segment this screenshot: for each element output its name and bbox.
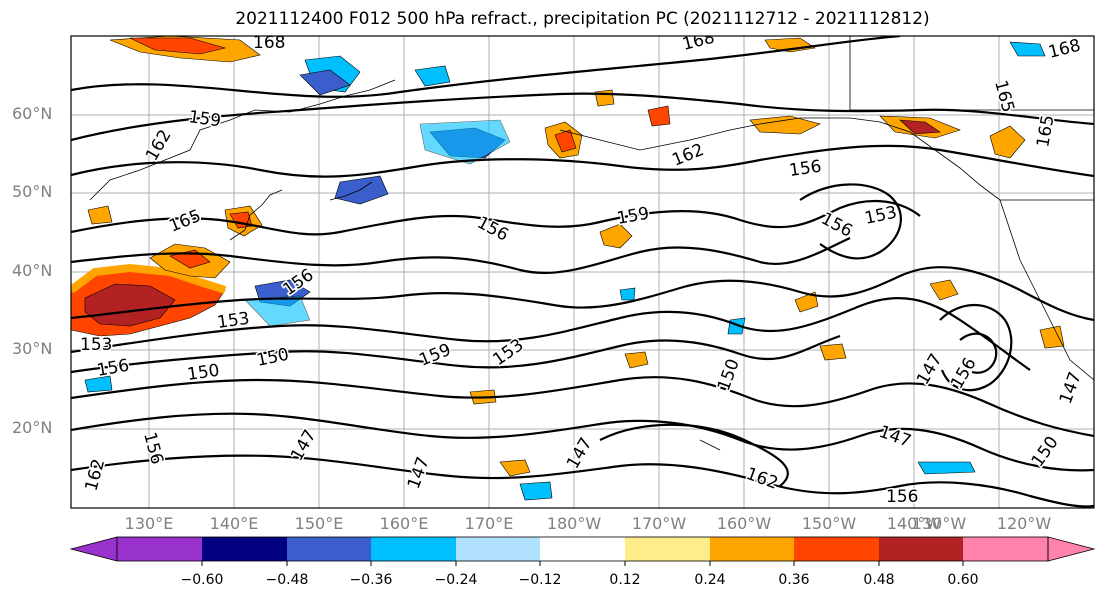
colorbar-segment — [202, 537, 287, 561]
colorbar-segment — [794, 537, 879, 561]
colorbar-tick-label: 0.60 — [947, 572, 979, 588]
colorbar-tick-label: 0.12 — [609, 572, 641, 588]
contour-label: 168 — [253, 33, 285, 53]
lon-label: 140°W — [886, 514, 942, 533]
colorbar-tick-label: 0.24 — [694, 572, 726, 588]
colorbar-tick-label: −0.48 — [265, 572, 309, 588]
lon-label: 140°E — [209, 514, 259, 533]
colorbar-segment — [456, 537, 540, 561]
colorbar-segment — [287, 537, 371, 561]
precip-positive-shading — [71, 36, 1065, 477]
colorbar-low-extension — [69, 536, 118, 562]
lon-label: 160°E — [379, 514, 429, 533]
colorbar-segment — [963, 537, 1048, 561]
contour-label: 156 — [886, 487, 918, 507]
lat-label-40n: 40°N — [12, 261, 53, 280]
colorbar-tick-label: −0.60 — [180, 572, 224, 588]
lon-label: 130°W — [911, 514, 967, 533]
lon-label: 180°W — [546, 514, 602, 533]
colorbar-segment — [625, 537, 710, 561]
colorbar-segment — [879, 537, 963, 561]
lon-label: 170°E — [464, 514, 514, 533]
contour-label: 150 — [186, 361, 221, 385]
colorbar-tick-label: 0.36 — [778, 572, 810, 588]
lon-label: 150°W — [801, 514, 857, 533]
colorbar-tick-label: −0.24 — [434, 572, 478, 588]
lon-label: 160°W — [716, 514, 772, 533]
lat-label-60n: 60°N — [12, 104, 53, 123]
colorbar-high-extension — [1047, 536, 1096, 562]
lat-label-30n: 30°N — [12, 339, 53, 358]
lon-label: 120°W — [996, 514, 1052, 533]
lat-label-20n: 20°N — [12, 418, 53, 437]
lon-label: 130°E — [124, 514, 174, 533]
colorbar-segment — [371, 537, 456, 561]
colorbar-segment — [710, 537, 794, 561]
colorbar-tick-label: 0.48 — [863, 572, 895, 588]
lat-label-50n: 50°N — [12, 182, 53, 201]
colorbar-segment — [540, 537, 625, 561]
colorbar-tick-label: −0.12 — [518, 572, 562, 588]
refractivity-contours — [71, 36, 1094, 508]
lon-label: 150°E — [294, 514, 344, 533]
contour-label: 153 — [80, 335, 112, 355]
map-frame — [70, 35, 1095, 509]
precip-negative-shading — [84, 41, 1046, 501]
colorbar-segment — [117, 537, 202, 561]
lon-label: 170°W — [631, 514, 687, 533]
map-title: 2021112400 F012 500 hPa refract., precip… — [235, 9, 930, 29]
colorbar — [69, 536, 1096, 566]
colorbar-tick-label: −0.36 — [349, 572, 393, 588]
contour-label: 153 — [216, 309, 251, 333]
